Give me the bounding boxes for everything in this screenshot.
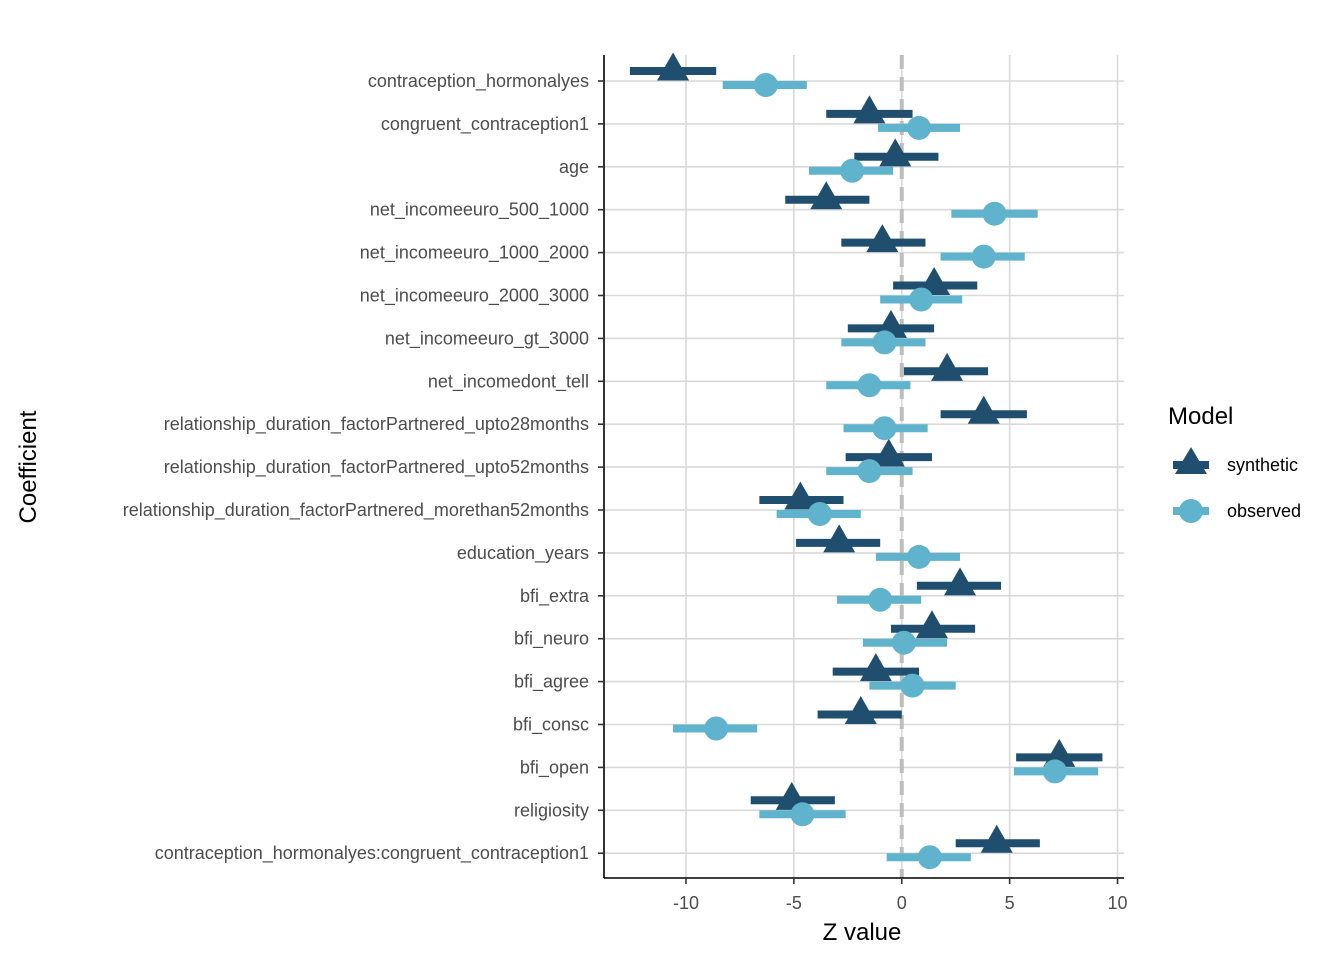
observed-point-18 [917,845,942,870]
observed-point-9 [857,459,882,484]
y-tick-label-15: bfi_consc [513,715,589,736]
x-tick-label-1: -5 [786,893,802,913]
y-tick-label-8: relationship_duration_factorPartnered_up… [164,414,589,435]
observed-point-16 [1042,759,1067,784]
legend: Model synthetic observed [1168,403,1301,523]
y-tick-label-5: net_incomeeuro_2000_3000 [360,286,589,307]
x-tick-label-0: -10 [673,893,699,913]
y-tick-label-9: relationship_duration_factorPartnered_up… [164,457,589,478]
synthetic-point-0 [657,52,690,81]
y-tick-label-14: bfi_agree [514,672,589,693]
legend-circle-icon [1179,499,1203,523]
y-tick-label-18: contraception_hormonalyes:congruent_cont… [155,843,589,864]
legend-label-1: observed [1227,501,1301,521]
observed-point-13 [891,630,916,655]
observed-point-17 [790,802,815,827]
observed-point-12 [868,587,893,612]
y-tick-label-6: net_incomeeuro_gt_3000 [385,328,589,349]
y-tick-label-10: relationship_duration_factorPartnered_mo… [123,500,589,521]
observed-point-6 [872,330,897,355]
observed-point-3 [982,201,1007,226]
legend-title: Model [1168,403,1233,430]
synthetic-point-2 [879,138,912,167]
legend-triangle-icon [1175,447,1207,474]
synthetic-point-14 [859,653,892,682]
legend-label-0: synthetic [1227,455,1298,475]
axes [598,55,1124,884]
y-tick-label-17: religiosity [514,800,589,820]
y-tick-label-11: education_years [457,543,589,564]
synthetic-point-15 [844,696,877,725]
observed-point-7 [857,373,882,398]
synthetic-point-11 [823,524,856,553]
y-tick-label-0: contraception_hormonalyes [368,71,589,92]
y-tick-label-2: age [559,157,589,177]
observed-point-10 [807,502,832,526]
synthetic-point-16 [1043,738,1076,767]
legend-entry-synthetic: synthetic [1173,447,1298,475]
synthetic-point-3 [810,181,843,210]
legend-entry-observed: observed [1173,499,1301,523]
y-axis-title: Coefficient [15,410,42,523]
synthetic-point-9 [872,438,905,467]
y-tick-label-4: net_incomeeuro_1000_2000 [360,243,589,264]
y-tick-label-1: congruent_contraception1 [381,114,589,135]
observed-point-8 [872,416,897,441]
series-marks [629,52,1103,870]
x-tick-label-3: 5 [1005,893,1015,913]
observed-point-0 [753,73,778,97]
synthetic-point-7 [931,352,964,381]
x-axis-title: Z value [823,919,902,946]
y-tick-label-13: bfi_neuro [514,629,589,650]
synthetic-point-10 [784,481,817,510]
y-tick-label-12: bfi_extra [520,586,590,607]
y-tick-label-3: net_incomeeuro_500_1000 [370,200,589,221]
synthetic-point-13 [915,610,948,639]
x-tick-label-4: 10 [1108,893,1128,913]
observed-point-11 [907,544,932,569]
observed-point-15 [704,716,729,741]
synthetic-point-18 [980,824,1013,853]
synthetic-point-12 [944,567,977,596]
x-tick-label-2: 0 [897,893,907,913]
synthetic-point-5 [918,267,951,296]
y-tick-label-16: bfi_open [520,757,589,778]
series-observed [673,73,1099,870]
observed-point-2 [840,158,865,183]
y-tick-label-7: net_incomedont_tell [428,371,589,392]
observed-point-5 [909,287,934,312]
synthetic-point-8 [967,395,1000,424]
observed-point-4 [971,244,996,269]
series-synthetic [629,52,1103,853]
observed-point-14 [900,673,925,698]
synthetic-point-1 [853,95,886,124]
synthetic-point-4 [866,224,899,253]
tick-labels: -10 -5 0 5 10 contraception_hormonalyescongru… [123,71,1128,913]
observed-point-1 [907,115,932,140]
